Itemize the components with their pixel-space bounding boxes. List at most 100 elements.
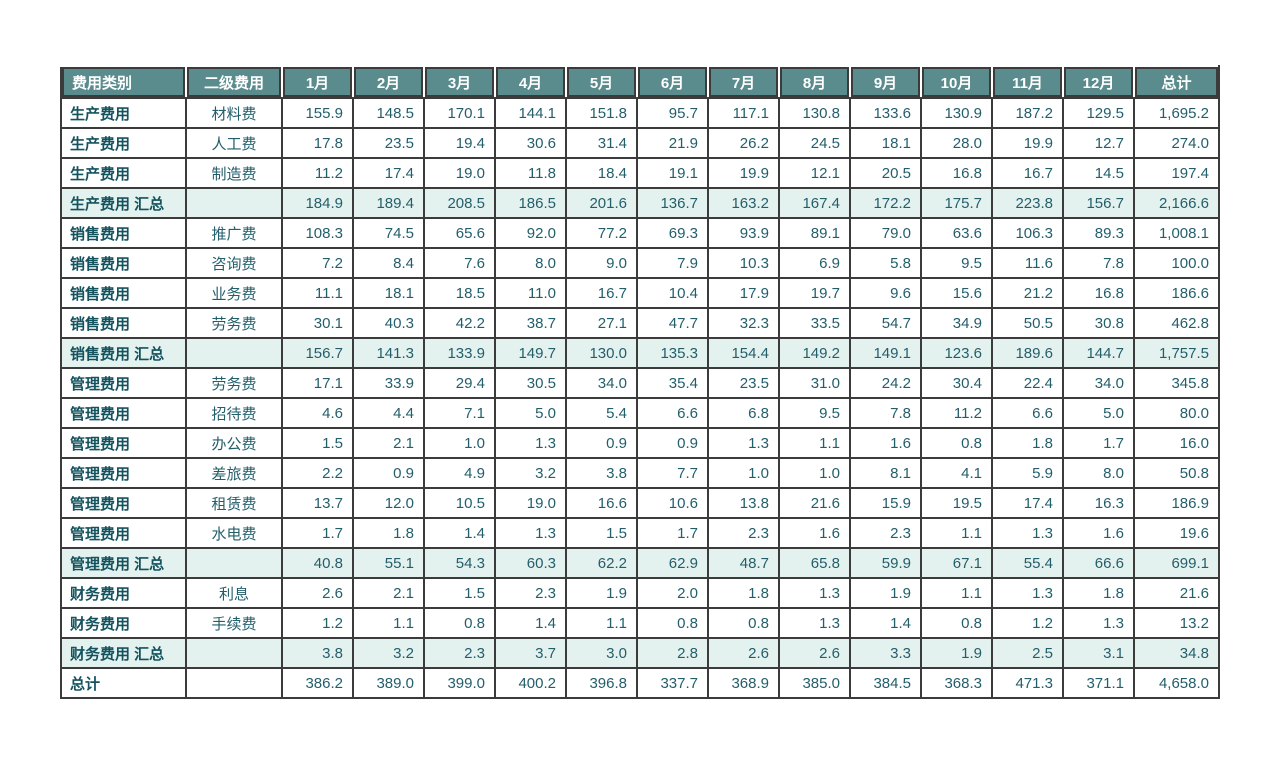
value-cell: 89.1 <box>778 217 851 249</box>
value-cell: 3.1 <box>1062 637 1135 669</box>
value-cell: 130.8 <box>778 97 851 129</box>
category-cell: 财务费用 <box>60 607 187 639</box>
value-cell: 7.7 <box>636 457 709 489</box>
table-row: 管理费用 办公费 1.5 2.1 1.0 1.3 0.9 0.9 1.3 1.1 1.6 0.8 1.8… <box>60 427 1220 459</box>
value-cell: 2.6 <box>778 637 851 669</box>
subcategory-cell: 手续费 <box>185 607 283 639</box>
value-cell: 11.2 <box>281 157 354 189</box>
value-cell: 208.5 <box>423 187 496 219</box>
value-cell: 149.7 <box>494 337 567 369</box>
value-cell: 1.0 <box>707 457 780 489</box>
subcategory-cell: 招待费 <box>185 397 283 429</box>
table-row: 生产费用 制造费 11.2 17.4 19.0 11.8 18.4 19.1 19.9 12.1 2… <box>60 157 1220 189</box>
value-cell: 16.0 <box>1133 427 1220 459</box>
value-cell: 8.0 <box>1062 457 1135 489</box>
column-header-6: 4月 <box>494 65 567 99</box>
value-cell: 50.5 <box>991 307 1064 339</box>
value-cell: 50.8 <box>1133 457 1220 489</box>
value-cell: 1.3 <box>778 577 851 609</box>
value-cell: 7.2 <box>281 247 354 279</box>
value-cell: 1.1 <box>352 607 425 639</box>
value-cell: 106.3 <box>991 217 1064 249</box>
value-cell: 274.0 <box>1133 127 1220 159</box>
value-cell: 3.3 <box>849 637 922 669</box>
value-cell: 1.1 <box>565 607 638 639</box>
value-cell: 35.4 <box>636 367 709 399</box>
value-cell: 77.2 <box>565 217 638 249</box>
value-cell: 33.5 <box>778 307 851 339</box>
value-cell: 1,695.2 <box>1133 97 1220 129</box>
table-row: 销售费用 业务费 11.1 18.1 18.5 11.0 16.7 10.4 17.9 19.7 9… <box>60 277 1220 309</box>
value-cell: 117.1 <box>707 97 780 129</box>
value-cell: 8.4 <box>352 247 425 279</box>
value-cell: 149.1 <box>849 337 922 369</box>
value-cell: 155.9 <box>281 97 354 129</box>
value-cell: 93.9 <box>707 217 780 249</box>
value-cell: 3.7 <box>494 637 567 669</box>
value-cell: 26.2 <box>707 127 780 159</box>
value-cell: 65.8 <box>778 547 851 579</box>
value-cell: 1.6 <box>778 517 851 549</box>
value-cell: 16.6 <box>565 487 638 519</box>
subcategory-cell: 水电费 <box>185 517 283 549</box>
value-cell: 2.6 <box>281 577 354 609</box>
value-cell: 13.7 <box>281 487 354 519</box>
value-cell: 9.5 <box>920 247 993 279</box>
value-cell: 2.5 <box>991 637 1064 669</box>
category-cell: 销售费用 <box>60 307 187 339</box>
value-cell: 20.5 <box>849 157 922 189</box>
value-cell: 201.6 <box>565 187 638 219</box>
value-cell: 21.6 <box>778 487 851 519</box>
value-cell: 32.3 <box>707 307 780 339</box>
value-cell: 389.0 <box>352 667 425 699</box>
value-cell: 17.4 <box>352 157 425 189</box>
value-cell: 384.5 <box>849 667 922 699</box>
value-cell: 30.1 <box>281 307 354 339</box>
value-cell: 40.3 <box>352 307 425 339</box>
column-header-4: 2月 <box>352 65 425 99</box>
value-cell: 38.7 <box>494 307 567 339</box>
value-cell: 19.5 <box>920 487 993 519</box>
value-cell: 1.9 <box>920 637 993 669</box>
value-cell: 2.3 <box>494 577 567 609</box>
value-cell: 1.5 <box>281 427 354 459</box>
value-cell: 100.0 <box>1133 247 1220 279</box>
value-cell: 67.1 <box>920 547 993 579</box>
value-cell: 66.6 <box>1062 547 1135 579</box>
value-cell: 55.1 <box>352 547 425 579</box>
value-cell: 24.5 <box>778 127 851 159</box>
value-cell: 23.5 <box>352 127 425 159</box>
value-cell: 30.8 <box>1062 307 1135 339</box>
value-cell: 1.7 <box>281 517 354 549</box>
value-cell: 34.0 <box>1062 367 1135 399</box>
category-cell: 财务费用 汇总 <box>60 637 187 669</box>
value-cell: 1.4 <box>423 517 496 549</box>
value-cell: 337.7 <box>636 667 709 699</box>
value-cell: 1.1 <box>778 427 851 459</box>
column-header-7: 5月 <box>565 65 638 99</box>
value-cell: 144.1 <box>494 97 567 129</box>
table-row: 生产费用 人工费 17.8 23.5 19.4 30.6 31.4 21.9 26.2 24.5 1… <box>60 127 1220 159</box>
value-cell: 371.1 <box>1062 667 1135 699</box>
value-cell: 3.8 <box>565 457 638 489</box>
value-cell: 163.2 <box>707 187 780 219</box>
value-cell: 13.2 <box>1133 607 1220 639</box>
value-cell: 69.3 <box>636 217 709 249</box>
value-cell: 0.8 <box>707 607 780 639</box>
table-row: 管理费用 水电费 1.7 1.8 1.4 1.3 1.5 1.7 2.3 1.6 2.3 1.1 1.3… <box>60 517 1220 549</box>
value-cell: 22.4 <box>991 367 1064 399</box>
value-cell: 2.0 <box>636 577 709 609</box>
column-header-8: 6月 <box>636 65 709 99</box>
value-cell: 1.0 <box>778 457 851 489</box>
value-cell: 0.9 <box>352 457 425 489</box>
value-cell: 368.3 <box>920 667 993 699</box>
value-cell: 1.8 <box>707 577 780 609</box>
value-cell: 5.9 <box>991 457 1064 489</box>
value-cell: 54.7 <box>849 307 922 339</box>
value-cell: 151.8 <box>565 97 638 129</box>
value-cell: 12.7 <box>1062 127 1135 159</box>
value-cell: 5.8 <box>849 247 922 279</box>
value-cell: 4.6 <box>281 397 354 429</box>
subcategory-cell: 材料费 <box>185 97 283 129</box>
value-cell: 31.0 <box>778 367 851 399</box>
